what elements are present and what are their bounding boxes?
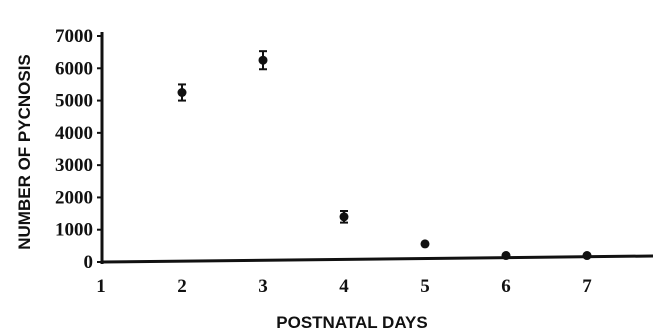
y-tick-label: 1000 [55,220,93,241]
data-point [339,212,349,222]
x-tick-label: 5 [420,276,430,297]
x-tick-label: 1 [96,276,106,297]
data-points [177,50,592,261]
data-point [501,251,511,261]
data-point [258,55,268,65]
data-point [582,251,592,261]
x-axis-title: POSTNATAL DAYS [276,313,427,332]
x-tick-label: 2 [177,276,187,297]
data-point [177,88,187,97]
x-tick-label: 4 [339,276,349,297]
y-tick-label: 5000 [55,91,93,112]
y-tick-label: 4000 [55,123,93,144]
y-tick-label: 3000 [55,155,93,176]
x-tick-label: 6 [501,276,511,297]
x-axis-ticks: 1 2 3 4 5 6 7 [96,276,592,297]
x-tick-label: 7 [582,276,592,297]
y-tick-label: 6000 [55,58,93,79]
x-tick-label: 3 [258,276,268,297]
y-tick-label: 0 [84,252,94,273]
y-axis-title: NUMBER OF PYCNOSIS [15,54,34,250]
y-axis-ticks: 0 1000 2000 3000 4000 5000 6000 7000 [55,26,102,273]
y-tick-label: 7000 [55,26,93,47]
data-point [420,239,430,249]
y-tick-label: 2000 [55,187,93,208]
x-axis-line [101,254,653,264]
